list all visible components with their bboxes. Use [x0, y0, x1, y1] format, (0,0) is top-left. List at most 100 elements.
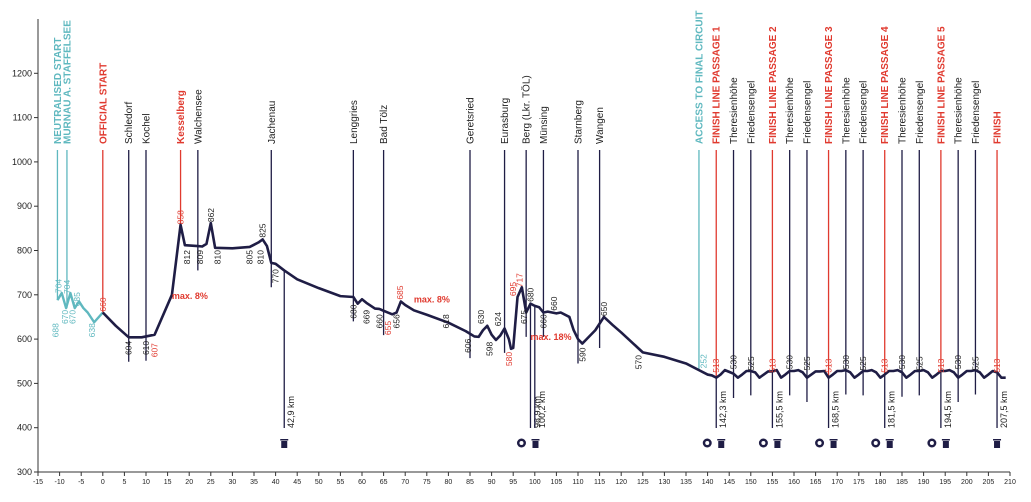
elevation-label: 660 [374, 314, 384, 328]
elevation-label: 525 [970, 356, 980, 370]
elevation-label: 530 [785, 355, 795, 369]
feed-zone-icon [927, 438, 937, 448]
y-tick-label: 1100 [13, 113, 32, 123]
bin-body [830, 441, 837, 448]
elevation-label: 717 [515, 273, 525, 287]
elevation-label: 513 [992, 358, 1002, 372]
x-tick-label: 145 [723, 479, 735, 486]
elevation-label: 580 [504, 352, 514, 366]
x-tick-label: 140 [702, 479, 714, 486]
x-tick-label: 185 [896, 479, 908, 486]
feed-zone-icon [815, 438, 825, 448]
place-label: Starnberg [574, 100, 585, 144]
place-label: Schledorf [124, 102, 135, 144]
elevation-label: 598 [484, 341, 494, 355]
x-tick-label: -15 [33, 479, 43, 486]
x-tick-label: 175 [853, 479, 865, 486]
x-tick-label: 135 [680, 479, 692, 486]
elevation-label: 858 [176, 210, 186, 224]
bin-icon [717, 439, 726, 448]
place-label: Kochel [142, 113, 153, 144]
x-tick-label: -5 [78, 479, 84, 486]
feed-zone-icon [871, 438, 881, 448]
place-label: Theresienhöhe [785, 77, 796, 144]
elevation-label: 770 [271, 269, 281, 283]
neutralised-profile-line [56, 291, 104, 324]
elevation-label: 530 [953, 355, 963, 369]
elevation-label: 812 [182, 250, 192, 264]
place-label: ACCESS TO FINAL CIRCUIT [694, 10, 705, 144]
place-label: Theresienhöhe [729, 77, 740, 144]
elevation-label: 530 [729, 355, 739, 369]
bin-icon [531, 439, 540, 448]
elevation-label: 513 [880, 358, 890, 372]
feed-zone-icon [702, 438, 712, 448]
bin-body [942, 441, 949, 448]
bin-lid [531, 439, 540, 441]
x-tick-label: 110 [572, 479, 583, 486]
y-tick-label: 900 [17, 201, 32, 211]
x-tick-label: 25 [207, 479, 215, 486]
place-label: Eurasburg [500, 98, 511, 144]
x-tick-label: 205 [983, 479, 995, 486]
elevation-label: 610 [141, 341, 151, 355]
place-label: Kesselberg [176, 90, 187, 144]
elevation-label: 695 [508, 282, 518, 296]
elevation-label: 630 [476, 310, 486, 324]
elevation-label: 252 [698, 354, 708, 368]
place-label: FINISH LINE PASSAGE 5 [936, 26, 947, 144]
x-tick-label: 150 [745, 479, 757, 486]
y-tick-label: 400 [17, 423, 32, 433]
place-label: Lenggries [349, 100, 360, 144]
bin-icon [993, 439, 1002, 448]
gradient-label: max. 8% [172, 291, 208, 301]
x-tick-label: 70 [401, 479, 409, 486]
y-tick-label: 700 [17, 290, 32, 300]
elevation-label: 688 [50, 323, 60, 337]
elevation-label: 660 [538, 314, 548, 328]
place-label: Friedensengel [802, 81, 813, 144]
place-label: FINISH LINE PASSAGE 4 [880, 26, 891, 144]
race-profile-line [101, 221, 1006, 379]
feed-plate-center [705, 441, 710, 445]
x-tick-label: 125 [637, 479, 649, 486]
place-label: FINISH LINE PASSAGE 3 [824, 26, 835, 144]
elevation-label: 638 [87, 323, 97, 337]
bin-lid [773, 439, 782, 441]
elevation-label: 660 [549, 296, 559, 310]
x-tick-label: 60 [358, 479, 366, 486]
elevation-label: 530 [897, 355, 907, 369]
km-label: 181,5 km [887, 391, 897, 428]
x-tick-label: 100 [529, 479, 541, 486]
x-tick-label: 160 [788, 479, 800, 486]
elevation-label: 525 [858, 356, 868, 370]
place-label: OFFICIAL START [98, 63, 109, 144]
elevation-label: 670 [60, 310, 70, 324]
y-tick-label: 300 [17, 467, 32, 477]
x-tick-label: 190 [918, 479, 930, 486]
y-tick-label: 600 [17, 334, 32, 344]
place-label: FINISH LINE PASSAGE 2 [768, 26, 779, 144]
bin-icon [941, 439, 950, 448]
km-label: 42,9 km [286, 396, 296, 428]
place-label: FINISH [993, 111, 1004, 144]
x-tick-label: 10 [142, 479, 150, 486]
gradient-label: max. 18% [530, 332, 571, 342]
place-label: Theresienhöhe [954, 77, 965, 144]
x-tick-label: 35 [250, 479, 258, 486]
x-tick-label: 95 [509, 479, 517, 486]
x-tick-label: 155 [767, 479, 779, 486]
place-label: NEUTRALISED START [53, 38, 64, 144]
bin-body [994, 441, 1001, 448]
elevation-label: 670 [68, 310, 78, 324]
elevation-label: 624 [493, 312, 503, 326]
feed-plate-center [761, 441, 766, 445]
bin-body [281, 441, 288, 448]
elevation-label: 685 [395, 285, 405, 299]
km-label: 98,9 km [532, 396, 542, 428]
x-tick-label: 165 [810, 479, 822, 486]
x-tick-label: 180 [875, 479, 887, 486]
bin-lid [885, 439, 894, 441]
place-label: FINISH LINE PASSAGE 1 [712, 26, 723, 144]
